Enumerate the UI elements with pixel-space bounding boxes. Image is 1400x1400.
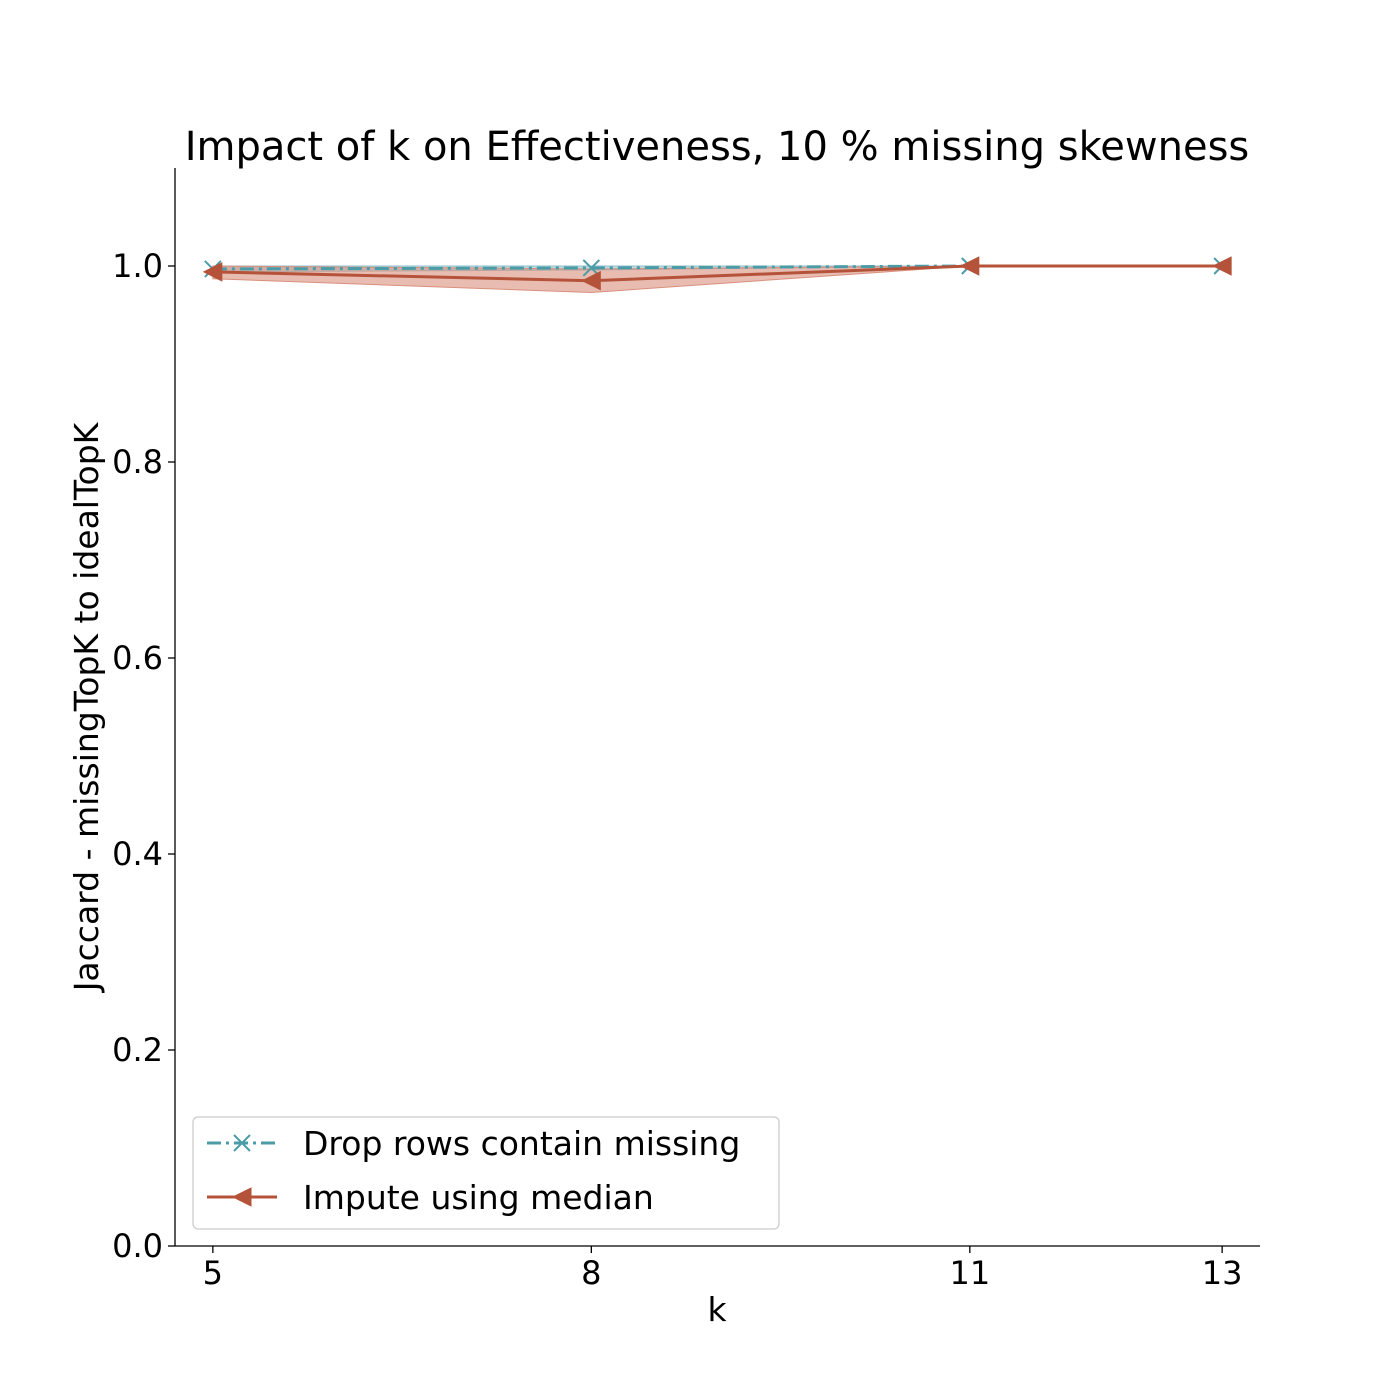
y-axis-ticks: 0.0 0.2 0.4 0.6 0.8 1.0 [112, 247, 175, 1265]
y-tick-label: 0.6 [112, 639, 163, 677]
legend-marker-1 [233, 1134, 251, 1152]
series-2-point [959, 256, 980, 276]
x-axis-ticks: 5 8 11 13 [203, 1246, 1243, 1292]
x-tick-label: 13 [1202, 1254, 1243, 1292]
x-tick-label: 8 [581, 1254, 601, 1292]
confidence-bands [212, 265, 1223, 293]
legend-label-1: Drop rows contain missing [303, 1124, 740, 1163]
legend: Drop rows contain missing Impute using me… [192, 1116, 780, 1230]
legend-marker-2 [231, 1187, 252, 1207]
y-tick-label: 0.4 [112, 835, 163, 873]
x-tick-label: 11 [949, 1254, 990, 1292]
chart-title: Impact of k on Effectiveness, 10 % missi… [185, 124, 1250, 170]
series-layer [202, 256, 1232, 291]
band-series-2 [212, 265, 1223, 293]
y-tick-label: 0.8 [112, 443, 163, 481]
legend-label-2: Impute using median [303, 1178, 654, 1217]
series-2-point [202, 262, 223, 282]
series-2-point [581, 270, 601, 291]
series-2-point [1212, 256, 1232, 276]
y-axis-label: Jaccard - missingTopK to idealTopK [67, 421, 106, 993]
y-tick-label: 0.0 [112, 1227, 163, 1265]
y-tick-label: 0.2 [112, 1031, 163, 1069]
x-tick-label: 5 [203, 1254, 223, 1292]
legend-box [192, 1116, 780, 1230]
y-tick-label: 1.0 [112, 247, 163, 285]
x-axis-label: k [707, 1290, 727, 1329]
series-line-2 [212, 264, 1223, 283]
